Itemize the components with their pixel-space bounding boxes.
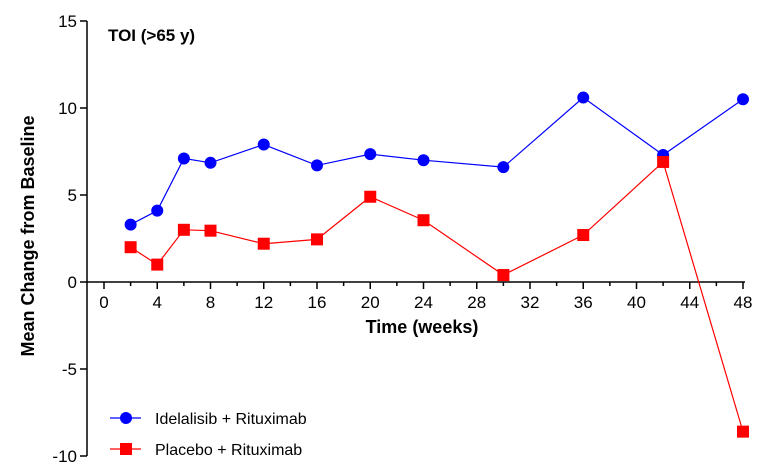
x-tick-label: 44 (680, 293, 699, 312)
x-axis-title: Time (weeks) (366, 317, 479, 337)
series-2-point (177, 223, 190, 236)
series-1-point (177, 152, 190, 165)
x-tick-label: 12 (254, 293, 273, 312)
legend-marker (120, 412, 132, 424)
legend-marker (120, 443, 132, 455)
series-line-2 (130, 160, 744, 432)
x-tick-label: 28 (467, 293, 486, 312)
series-2-point (417, 214, 430, 227)
x-tick-label: 24 (414, 293, 433, 312)
series-2-point (151, 258, 164, 271)
series-2-point (364, 190, 377, 203)
series-1-point (737, 93, 749, 106)
series-2-point (124, 241, 137, 254)
series-2-point (497, 269, 510, 282)
x-tick-label: 32 (521, 293, 540, 312)
series-1-point (364, 148, 377, 161)
legend-label: Placebo + Rituximab (155, 442, 302, 459)
series-1-point (204, 156, 217, 169)
series-1-point (151, 204, 164, 217)
series-2-point (257, 237, 270, 250)
series-line-1 (130, 96, 744, 226)
series-1-point (577, 91, 590, 104)
x-tick-label: 16 (308, 293, 327, 312)
series-1-point (497, 161, 510, 174)
series-1-point (417, 154, 430, 167)
y-tick-label: 0 (68, 273, 77, 292)
x-tick-label: 20 (361, 293, 380, 312)
legend-label: Idelalisib + Rituximab (155, 411, 307, 428)
x-tick-label: 36 (574, 293, 593, 312)
y-tick-label: 5 (68, 186, 77, 205)
y-axis-title: Mean Change from Baseline (18, 115, 38, 356)
y-tick-label: -5 (62, 360, 77, 379)
x-tick-label: 48 (734, 293, 753, 312)
chart-annotation: TOI (>65 y) (108, 26, 195, 45)
series-1-point (257, 138, 270, 151)
series-2-point (657, 155, 670, 168)
series-1-point (124, 218, 137, 231)
series-2-point (577, 229, 590, 242)
x-tick-label: 0 (99, 293, 108, 312)
x-tick-label: 40 (627, 293, 646, 312)
series-2-point (737, 425, 749, 438)
y-tick-label: 10 (58, 99, 77, 118)
x-tick-label: 8 (206, 293, 215, 312)
series-1-point (311, 159, 323, 172)
series-2-point (311, 233, 323, 246)
y-tick-label: -10 (52, 447, 77, 466)
y-tick-label: 15 (58, 12, 77, 31)
x-tick-label: 4 (153, 293, 162, 312)
series-2-point (204, 224, 217, 237)
